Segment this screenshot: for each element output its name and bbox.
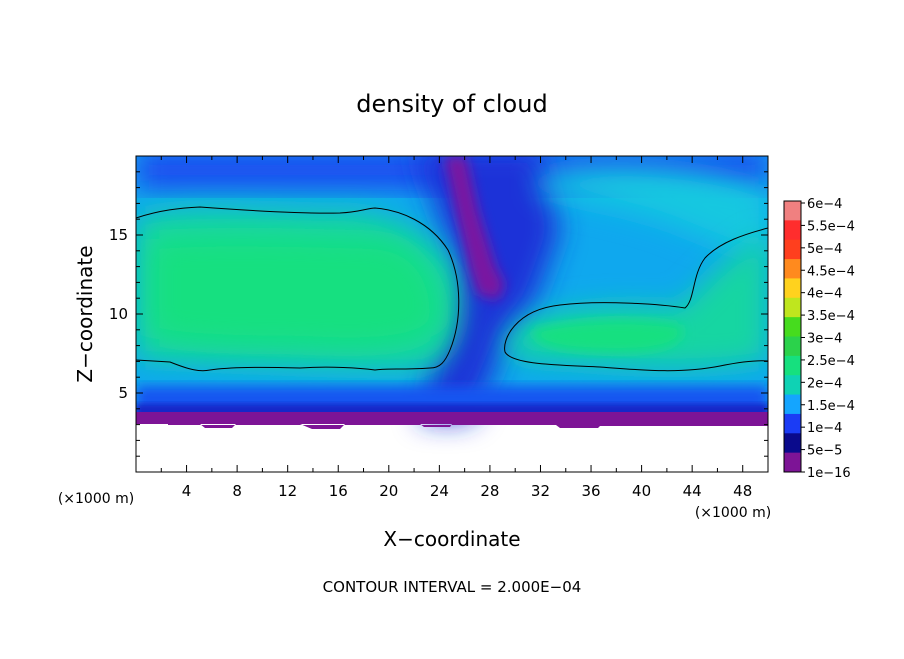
colorbar-swatch — [784, 317, 801, 337]
colorbar-swatch — [784, 259, 801, 279]
x-tick-label: 28 — [480, 482, 499, 500]
contour-line-left — [136, 206, 460, 372]
x-tick-label: 8 — [232, 482, 242, 500]
colorbar-label: 3e−4 — [807, 332, 842, 347]
y-axis: 5 10 15 — [109, 171, 768, 457]
cloud-base-fringe — [168, 424, 768, 429]
heatmap-field — [136, 156, 768, 472]
colorbar-label: 6e−4 — [807, 197, 842, 212]
colorbar-label: 3.5e−4 — [807, 309, 855, 324]
contour-line-right — [504, 227, 768, 372]
x-tick-label: 16 — [329, 482, 348, 500]
colorbar-label: 5e−4 — [807, 242, 842, 257]
colorbar-label: 2e−4 — [807, 376, 842, 391]
x-axis: 4 8 12 16 20 24 28 32 36 40 44 48 — [160, 156, 769, 500]
chart-title: density of cloud — [356, 90, 547, 118]
y-tick-label: 5 — [118, 384, 128, 402]
x-tick-label: 32 — [531, 482, 550, 500]
colorbar-frame — [783, 200, 802, 473]
x-tick-label: 48 — [733, 482, 752, 500]
right-upper-region — [540, 166, 768, 260]
colorbar-label: 1e−16 — [807, 466, 851, 481]
left-core-inner — [150, 237, 440, 347]
purple-column — [444, 156, 505, 300]
cloud-base-band — [136, 412, 768, 424]
colorbar-swatch — [784, 433, 801, 454]
colorbar-label: 1e−4 — [807, 421, 842, 436]
colorbar-swatch — [784, 375, 801, 396]
colorbar-swatch — [784, 394, 801, 415]
x-tick-label: 4 — [182, 482, 192, 500]
y-tick-label: 15 — [109, 226, 128, 244]
colorbar-label: 1.5e−4 — [807, 399, 855, 414]
colorbar: 6e−4 5.5e−4 5e−4 4.5e−4 4e−4 3.5e−4 3e−4 2.5e−4… — [783, 197, 855, 481]
x-tick-label: 12 — [278, 482, 297, 500]
colorbar-label: 2.5e−4 — [807, 354, 855, 369]
x-axis-title: X−coordinate — [383, 527, 520, 551]
x-tick-label: 44 — [683, 482, 702, 500]
x-tick-label: 36 — [581, 482, 600, 500]
colorbar-swatch — [784, 355, 801, 376]
colorbar-label: 5.5e−4 — [807, 219, 855, 234]
y-axis-title: Z−coordinate — [73, 245, 97, 382]
x-unit-label-left: (×1000 m) — [58, 491, 134, 507]
x-tick-label: 40 — [632, 482, 651, 500]
colorbar-swatch — [784, 452, 801, 473]
colorbar-swatch — [784, 297, 801, 318]
colorbar-swatch — [784, 201, 801, 221]
colorbar-swatch — [784, 278, 801, 299]
colorbar-swatch — [784, 220, 801, 241]
y-tick-label: 10 — [109, 305, 128, 323]
x-tick-label: 24 — [430, 482, 449, 500]
colorbar-label: 5e−5 — [807, 444, 842, 459]
contour-interval-footer: CONTOUR INTERVAL = 2.000E−04 — [323, 578, 582, 596]
colorbar-swatch — [784, 413, 801, 434]
colorbar-swatch — [784, 239, 801, 260]
colorbar-label: 4.5e−4 — [807, 264, 855, 279]
right-core-inner — [530, 320, 683, 352]
colorbar-swatch — [784, 336, 801, 357]
colorbar-label: 4e−4 — [807, 287, 842, 302]
x-tick-label: 20 — [379, 482, 398, 500]
x-unit-label-right: (×1000 m) — [695, 505, 771, 521]
